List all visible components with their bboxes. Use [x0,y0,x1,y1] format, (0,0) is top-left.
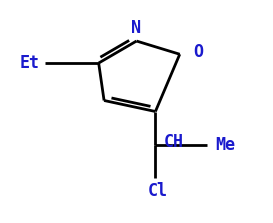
Text: O: O [193,43,203,61]
Text: CH: CH [164,133,183,151]
Text: Et: Et [19,54,39,72]
Text: Cl: Cl [148,182,168,200]
Text: Me: Me [215,136,235,153]
Text: N: N [132,19,141,37]
